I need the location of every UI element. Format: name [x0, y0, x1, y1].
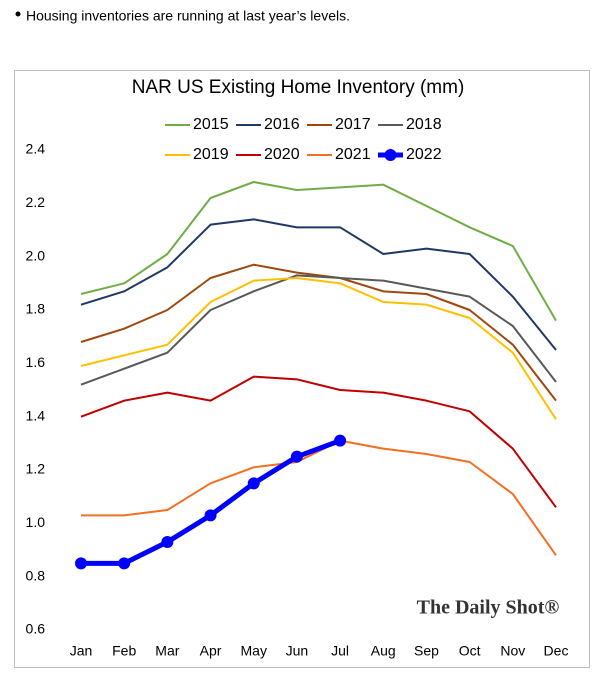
series-line — [80, 218, 557, 351]
x-tick-label: Dec — [544, 643, 569, 659]
y-tick-label: 0.8 — [26, 567, 46, 583]
x-tick-label: Jun — [286, 643, 309, 659]
series-line — [80, 277, 557, 420]
series-line — [80, 263, 557, 402]
y-tick-label: 0.6 — [26, 621, 46, 637]
point — [75, 557, 87, 570]
point — [334, 434, 347, 447]
x-tick-label: Jul — [331, 643, 349, 659]
y-tick-label: 2.4 — [26, 141, 46, 157]
watermark: The Daily Shot® — [417, 597, 560, 619]
series-line — [81, 439, 557, 556]
bullet — [15, 11, 21, 17]
legend-label: 2015 — [193, 116, 229, 133]
chart-frame — [14, 70, 590, 668]
x-tick-label: Jan — [70, 643, 93, 659]
legend-label: 2018 — [406, 116, 442, 133]
y-tick-label: 1.6 — [26, 354, 46, 370]
x-tick-label: Nov — [500, 643, 525, 659]
x-tick-label: May — [241, 643, 267, 659]
y-tick-label: 2.2 — [26, 194, 46, 210]
y-tick-label: 1.2 — [26, 461, 46, 477]
series-line — [80, 181, 557, 322]
point — [161, 536, 174, 548]
y-tick-label: 1.8 — [26, 301, 46, 317]
legend-label: 2017 — [335, 116, 371, 133]
x-tick-label: Apr — [200, 643, 222, 659]
y-tick-label: 1.0 — [26, 514, 46, 530]
point — [118, 557, 131, 570]
x-tick-label: Mar — [155, 643, 179, 659]
series-line — [80, 375, 557, 508]
legend-label: 2022 — [406, 146, 442, 163]
series-line — [80, 274, 557, 386]
legend-label: 2019 — [193, 146, 229, 163]
chart-title: NAR US Existing Home Inventory (mm) — [132, 77, 465, 98]
y-tick-label: 1.4 — [26, 407, 46, 423]
y-tick-label: 2.0 — [26, 247, 46, 263]
legend-label: 2020 — [264, 146, 300, 163]
point — [204, 509, 217, 522]
legend-swatch-dot — [384, 149, 397, 161]
legend-label: 2016 — [264, 116, 300, 133]
legend-label: 2021 — [335, 146, 371, 163]
point — [290, 450, 303, 463]
point — [247, 477, 260, 490]
note: Housing inventories are running at last … — [26, 8, 350, 24]
x-tick-label: Aug — [371, 643, 396, 659]
x-tick-label: Sep — [414, 643, 439, 659]
x-tick-label: Feb — [112, 643, 136, 659]
x-tick-label: Oct — [459, 643, 481, 659]
